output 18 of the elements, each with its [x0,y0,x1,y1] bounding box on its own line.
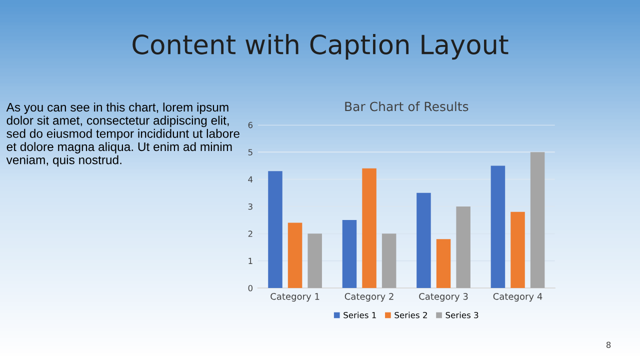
y-tick-label: 5 [248,149,252,156]
x-tick-label: Category 1 [270,293,320,302]
y-tick-label: 1 [248,258,252,264]
legend-label: Series 1 [344,312,376,318]
legend-label: Series 2 [394,312,427,318]
x-tick-label: Category 3 [419,293,468,302]
chart-title: Bar Chart of Results [345,102,468,112]
text: Content with Caption Layout [132,34,508,60]
y-tick-label: 6 [248,122,253,128]
text: As you can see in this chart, lorem ipsum dolor sit amet, consectetur adipiscing elit, sed do eiusmod tempor incididunt ut labore et dolore magna aliqua. Ut enim ad minim veniam, quis nostrud. [6,102,240,167]
y-tick-label: 0 [248,284,253,292]
text: 8 [606,342,611,348]
y-tick-label: 2 [248,230,252,237]
x-tick-label: Category 2 [344,293,394,302]
legend-label: Series 3 [446,312,478,318]
y-tick-label: 4 [248,176,253,182]
x-tick-label: Category 4 [493,293,542,302]
y-tick-label: 3 [248,203,252,210]
